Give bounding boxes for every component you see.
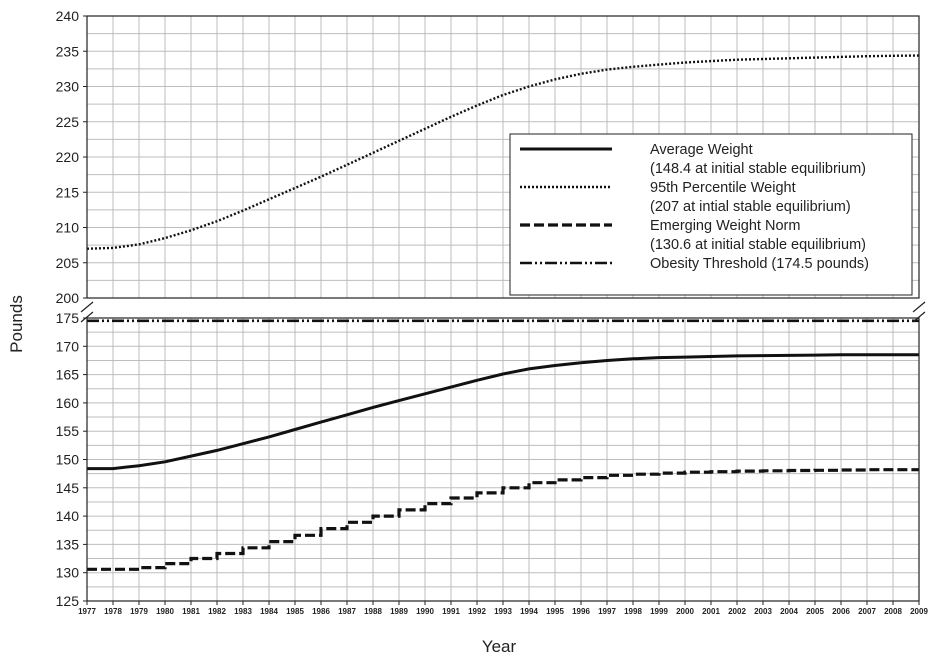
x-tick-label: 1980 [156,607,174,616]
legend-note: (207 at intial stable equilibrium) [650,199,851,215]
x-tick-labels: 1977 1978 1979 1980 1981 1982 1983 1984 1985 1986… [78,607,928,616]
y-tick-label: 215 [56,184,80,200]
x-tick-label: 2003 [754,607,772,616]
y-tick-label: 235 [56,43,80,59]
y-tick-label: 175 [56,310,80,326]
x-tick-label: 1999 [650,607,668,616]
legend-label: 95th Percentile Weight [650,180,796,196]
y-tick-label: 140 [56,508,80,524]
y-tick-label: 160 [56,395,80,411]
x-tick-label: 2007 [858,607,876,616]
legend-note: (130.6 at initial stable equilibrium) [650,237,866,253]
series-line-dashed-step [87,468,919,571]
y-tick-label: 230 [56,79,80,95]
y-tick-label: 170 [56,338,80,354]
x-tick-label: 1981 [182,607,200,616]
x-tick-label: 1996 [572,607,590,616]
x-tick-label: 1993 [494,607,512,616]
x-axis-title: Year [482,637,517,656]
x-tick-label: 1982 [208,607,226,616]
y-tick-label: 220 [56,149,80,165]
y-tick-label: 145 [56,480,80,496]
legend-box [509,133,913,296]
x-tick-label: 1992 [468,607,486,616]
axis-break-mark [80,301,94,313]
x-tick-label: 1987 [338,607,356,616]
grid [86,15,920,602]
y-tick-label: 155 [56,423,80,439]
y-tick-label: 225 [56,114,80,130]
legend-label: Obesity Threshold (174.5 pounds) [650,256,869,272]
series-line-solid [87,353,919,471]
y-tick-label: 200 [56,290,80,306]
x-tick-label: 1985 [286,607,304,616]
x-tick-label: 1990 [416,607,434,616]
x-tick-label: 1998 [624,607,642,616]
x-tick-label: 1977 [78,607,96,616]
y-tick-label: 205 [56,255,80,271]
x-tick-label: 2006 [832,607,850,616]
y-tick-label: 210 [56,220,80,236]
legend: Average Weight (148.4 at initial stable e… [509,133,913,296]
legend-label: Emerging Weight Norm [650,218,800,234]
x-tick-label: 1978 [104,607,122,616]
x-tick-label: 1988 [364,607,382,616]
y-tick-label: 240 [56,8,80,24]
x-tick-label: 1995 [546,607,564,616]
y-tick-label: 130 [56,565,80,581]
x-tick-label: 2002 [728,607,746,616]
x-tick-label: 1994 [520,607,538,616]
y-tick-label: 135 [56,536,80,552]
x-tick-label: 2004 [780,607,798,616]
axis-break-mark [912,311,926,323]
y-tick-label: 150 [56,452,80,468]
legend-label: Average Weight [650,142,753,158]
upper-plot-frame [86,15,920,299]
axis-break-mark [80,311,94,323]
x-tick-label: 2000 [676,607,694,616]
x-tick-label: 1979 [130,607,148,616]
x-tick-label: 2008 [884,607,902,616]
y-tick-label: 125 [56,593,80,609]
axis-break-mark [912,301,926,313]
x-tick-label: 1989 [390,607,408,616]
x-tick-label: 2001 [702,607,720,616]
y-tick-label: 165 [56,367,80,383]
x-tick-label: 1983 [234,607,252,616]
x-tick-label: 1997 [598,607,616,616]
x-tick-label: 1986 [312,607,330,616]
x-tick-label: 2005 [806,607,824,616]
x-tick-label: 1984 [260,607,278,616]
series-lines [86,54,920,571]
x-tick-label: 1991 [442,607,460,616]
legend-note: (148.4 at initial stable equilibrium) [650,161,866,177]
y-axis-title: Pounds [7,295,26,353]
axes [80,15,926,605]
x-tick-label: 2009 [910,607,928,616]
y-tick-labels: 200 205 210 215 220 225 230 235 240 125 130 135 140 1… [56,8,80,609]
